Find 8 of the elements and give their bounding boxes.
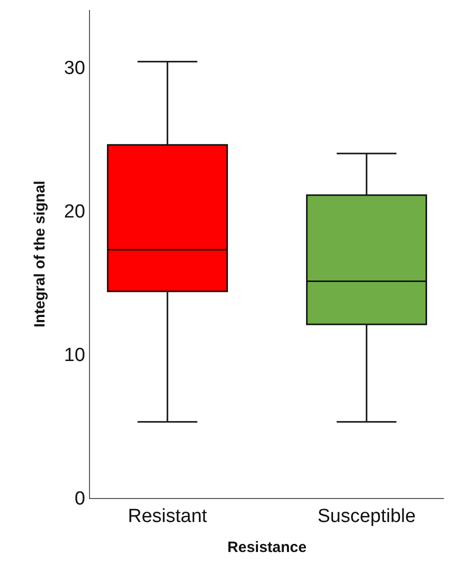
- y-tick-label: 30: [64, 58, 86, 80]
- y-tick-label: 20: [64, 202, 86, 223]
- x-axis-title: Resistance: [227, 538, 307, 556]
- y-tick-label: 10: [64, 345, 86, 366]
- y-tick-label: 0: [74, 488, 86, 510]
- y-axis-title: Integral of the signal: [31, 180, 48, 328]
- x-tick-label: Resistant: [128, 506, 208, 527]
- x-tick-label: Susceptible: [317, 506, 416, 527]
